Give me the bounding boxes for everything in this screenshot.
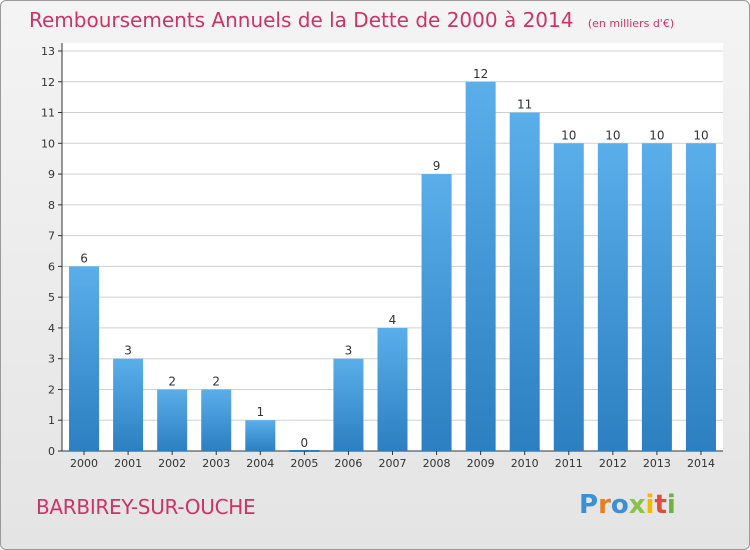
logo-letter: r: [598, 490, 611, 520]
logo-letter: x: [628, 490, 646, 520]
bar: [333, 358, 364, 451]
bar-value-label: 3: [345, 344, 353, 358]
chart-subtitle: (en milliers d'€): [587, 17, 675, 30]
y-tick-label: 1: [48, 414, 55, 427]
y-tick-label: 13: [41, 45, 55, 58]
bar: [69, 266, 100, 451]
x-tick-label: 2005: [290, 457, 318, 470]
bar: [113, 358, 144, 451]
bar-value-label: 0: [301, 436, 309, 450]
x-tick-label: 2004: [246, 457, 274, 470]
bar: [465, 81, 496, 452]
y-tick-label: 3: [48, 353, 55, 366]
x-tick-label: 2003: [202, 457, 230, 470]
y-tick-label: 10: [41, 137, 55, 150]
proxiti-logo: Proxiti: [579, 490, 676, 520]
commune-name: BARBIREY-SUR-OUCHE: [36, 495, 256, 519]
bar-value-label: 10: [561, 128, 576, 142]
x-tick-label: 2011: [555, 457, 583, 470]
chart-title-text: Remboursements Annuels de la Dette de 20…: [29, 8, 574, 32]
bar-value-label: 10: [693, 128, 708, 142]
logo-letter: o: [610, 490, 629, 520]
bar: [685, 143, 716, 452]
bar-value-label: 9: [433, 159, 441, 173]
y-tick-label: 7: [48, 230, 55, 243]
bar-value-label: 2: [168, 374, 176, 388]
bar-value-label: 10: [605, 128, 620, 142]
bar-value-label: 12: [473, 67, 488, 81]
bar: [201, 389, 232, 451]
x-tick-label: 2010: [511, 457, 539, 470]
logo-letter: P: [579, 490, 599, 520]
x-tick-label: 2008: [423, 457, 451, 470]
x-tick-label: 2000: [70, 457, 98, 470]
y-tick-label: 11: [41, 107, 55, 120]
x-tick-label: 2014: [687, 457, 715, 470]
chart-title: Remboursements Annuels de la Dette de 20…: [29, 8, 674, 32]
logo-letter: t: [654, 490, 667, 520]
bar-value-label: 2: [212, 374, 220, 388]
bar: [245, 420, 276, 451]
bar: [597, 143, 628, 452]
bar: [421, 174, 452, 452]
x-tick-label: 2006: [334, 457, 362, 470]
x-tick-label: 2002: [158, 457, 186, 470]
x-tick-label: 2009: [467, 457, 495, 470]
x-tick-label: 2012: [599, 457, 627, 470]
bar-value-label: 3: [124, 344, 132, 358]
x-tick-label: 2013: [643, 457, 671, 470]
y-tick-label: 8: [48, 199, 55, 212]
x-tick-label: 2007: [379, 457, 407, 470]
y-tick-label: 9: [48, 168, 55, 181]
bar: [553, 143, 584, 452]
y-tick-label: 0: [48, 445, 55, 458]
y-tick-label: 2: [48, 383, 55, 396]
bar-value-label: 4: [389, 313, 397, 327]
y-tick-label: 5: [48, 291, 55, 304]
bar-value-label: 11: [517, 98, 532, 112]
bar-value-label: 10: [649, 128, 664, 142]
logo-letter: i: [666, 490, 676, 520]
bar: [509, 112, 540, 452]
x-tick-label: 2001: [114, 457, 142, 470]
bar: [641, 143, 672, 452]
logo-letter: i: [645, 490, 655, 520]
y-tick-label: 12: [41, 76, 55, 89]
y-tick-label: 6: [48, 260, 55, 273]
bar-value-label: 1: [256, 405, 264, 419]
bar: [377, 327, 408, 451]
bar: [157, 389, 188, 451]
bar-value-label: 6: [80, 251, 88, 265]
y-tick-label: 4: [48, 322, 55, 335]
